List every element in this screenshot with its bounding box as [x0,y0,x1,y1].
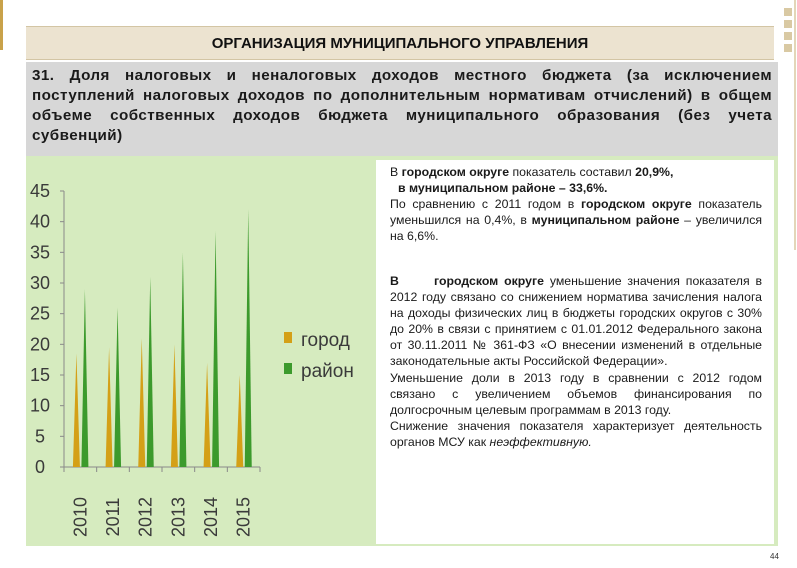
y-tick-label: 10 [30,396,50,416]
bar-gorod-2015 [236,375,244,467]
bar-gorod-2012 [138,338,146,467]
text-panel-inner [376,160,774,544]
left-accent-bar [0,0,3,50]
legend-label-gorod: город [301,330,350,351]
legend-swatch-gorod [284,332,292,343]
bar-rayon-2013 [179,252,187,467]
legend-swatch-rayon [284,363,292,374]
x-tick-label: 2015 [234,497,254,537]
y-tick-label: 0 [35,457,45,477]
explanation-paragraph: В городском округе уменьшение значения п… [390,274,763,449]
right-decoration [782,0,797,250]
summary-paragraph: В городском округе показатель составил 2… [390,165,763,244]
x-tick-label: 2014 [201,497,221,537]
y-tick-label: 30 [30,273,50,293]
bar-gorod-2014 [203,362,211,467]
y-tick-label: 25 [30,304,50,324]
y-tick-label: 20 [30,334,50,354]
x-tick-label: 2010 [70,497,90,537]
bar-rayon-2014 [212,230,220,467]
bar-rayon-2011 [114,307,122,467]
bar-rayon-2010 [81,289,89,467]
bar-rayon-2015 [244,209,252,467]
y-tick-label: 5 [35,426,45,446]
bar-rayon-2012 [146,276,154,467]
page-number: 44 [770,552,779,561]
y-tick-label: 40 [30,212,50,232]
x-tick-label: 2013 [168,497,188,537]
y-tick-label: 45 [30,181,50,201]
indicator-heading: 31. Доля налоговых и неналоговых доходов… [26,62,778,156]
y-tick-label: 15 [30,365,50,385]
y-tick-label: 35 [30,242,50,262]
bar-gorod-2011 [105,347,113,467]
slide-title: ОРГАНИЗАЦИЯ МУНИЦИПАЛЬНОГО УПРАВЛЕНИЯ [26,26,774,60]
legend-label-rayon: район [301,361,354,382]
x-tick-label: 2011 [103,498,123,537]
chart-panel: 0 5 10 15 20 25 30 35 40 45 2010 2011 2012 2013 2014 2… [26,156,372,546]
x-tick-label: 2012 [136,497,156,537]
bar-gorod-2013 [170,344,178,467]
bar-gorod-2010 [72,353,80,467]
bar-chart: 0 5 10 15 20 25 30 35 40 45 2010 2011 2012 2013 2014 2… [30,181,354,537]
